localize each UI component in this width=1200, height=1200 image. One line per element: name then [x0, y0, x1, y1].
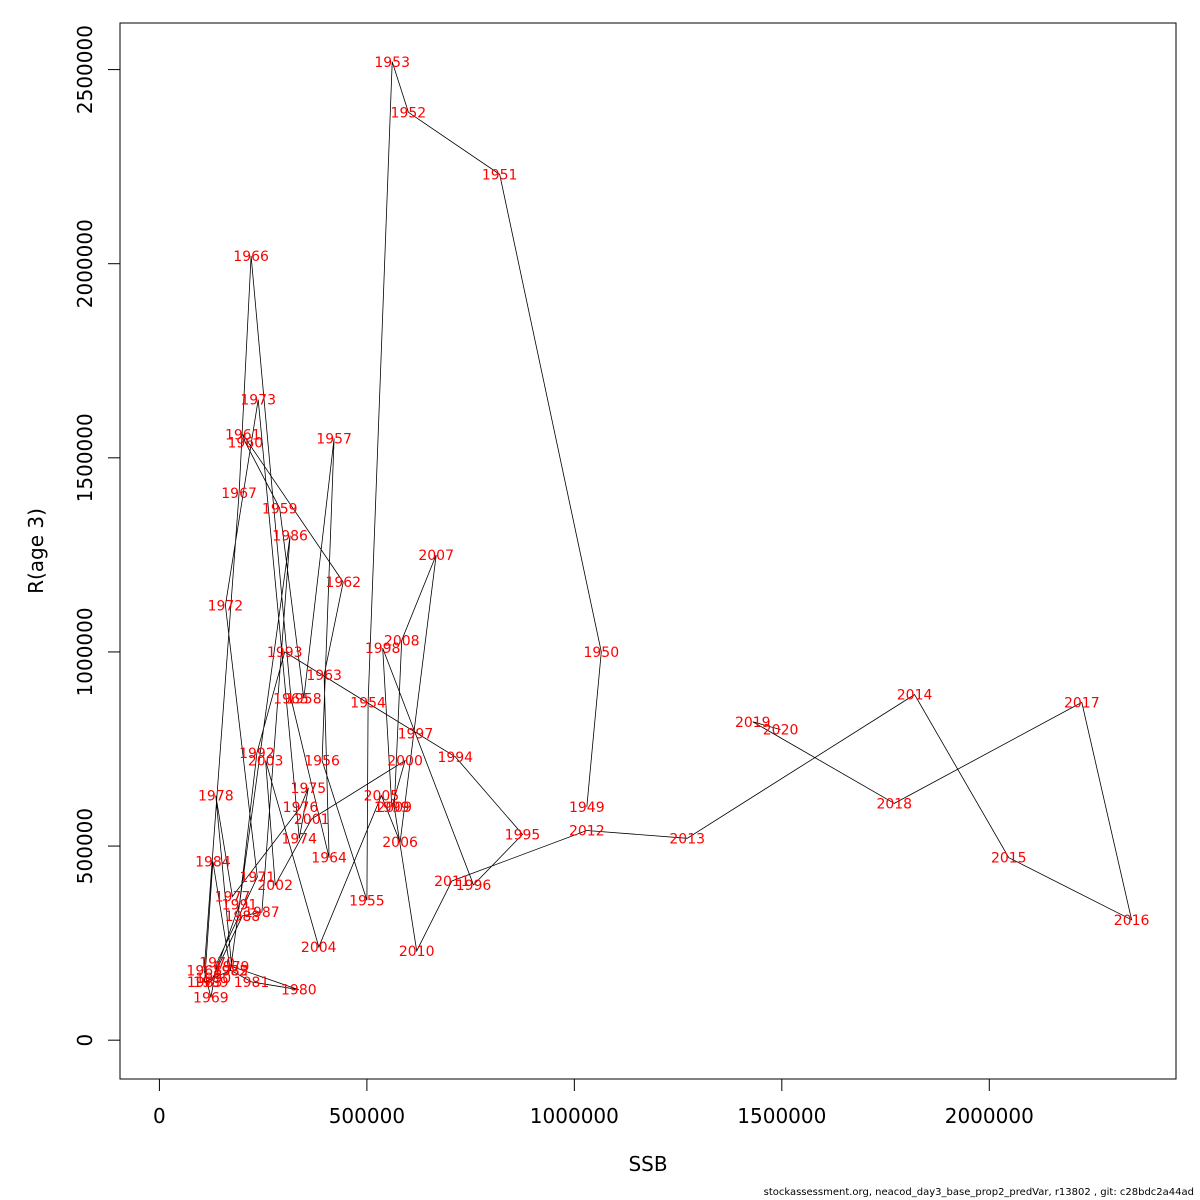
year-point-label: 2019 [735, 715, 771, 731]
year-point-label: 1953 [374, 55, 410, 71]
year-point-label: 1996 [456, 878, 492, 894]
year-point-label: 2000 [387, 754, 423, 770]
x-tick-label: 2000000 [945, 1104, 1034, 1128]
year-point-label: 1979 [214, 959, 250, 975]
y-tick-label: 2500000 [73, 25, 97, 114]
year-point-label: 1965 [273, 692, 309, 708]
year-point-label: 1985 [213, 963, 249, 979]
year-labels: 1949 1950 1951 1952 1953 1954 1955 1956 1957 1958… [186, 55, 1149, 1007]
year-point-label: 1964 [311, 851, 347, 867]
y-tick-label: 1500000 [73, 413, 97, 502]
recruitment-trajectory [203, 61, 1133, 998]
year-point-label: 2006 [382, 835, 418, 851]
year-point-label: 1955 [349, 893, 385, 909]
footer-credit: stockassessment.org, neacod_day3_base_pr… [763, 1187, 1194, 1198]
y-axis-title: R(age 3) [24, 508, 48, 594]
x-tick-label: 1500000 [737, 1104, 826, 1128]
year-point-label: 1950 [583, 645, 619, 661]
year-point-label: 1951 [482, 167, 518, 183]
year-point-label: 1986 [272, 528, 308, 544]
x-axis-title: SSB [628, 1152, 667, 1176]
year-point-label: 2001 [294, 812, 330, 828]
x-tick-label: 1000000 [530, 1104, 619, 1128]
year-point-label: 1959 [262, 501, 298, 517]
year-point-label: 1988 [225, 909, 261, 925]
year-point-label: 1998 [365, 641, 401, 657]
year-point-label: 1962 [325, 575, 361, 591]
year-point-label: 1949 [569, 800, 605, 816]
y-axis: 0 500000 1000000 1500000 2000000 2500000 [73, 25, 121, 1047]
year-point-label: 1974 [281, 831, 317, 847]
year-point-label: 1952 [391, 105, 427, 121]
year-point-label: 1997 [398, 726, 434, 742]
year-point-label: 2013 [669, 831, 705, 847]
year-point-label: 2010 [399, 944, 435, 960]
year-point-label: 1993 [267, 645, 303, 661]
year-point-label: 2002 [257, 878, 293, 894]
year-point-label: 2014 [897, 688, 933, 704]
series-line [203, 61, 1133, 998]
year-point-label: 1976 [283, 800, 319, 816]
year-point-label: 1999 [374, 800, 410, 816]
year-point-label: 1992 [239, 746, 275, 762]
year-point-label: 2011 [434, 874, 470, 890]
year-point-label: 1978 [198, 789, 234, 805]
year-point-label: 1966 [233, 249, 269, 265]
x-axis: 0 500000 1000000 1500000 2000000 [153, 1078, 1034, 1128]
year-point-label: 2008 [384, 633, 420, 649]
year-point-label: 1990 [196, 971, 232, 987]
year-point-label: 1995 [505, 827, 541, 843]
year-point-label: 2017 [1064, 695, 1100, 711]
year-point-label: 1981 [234, 975, 270, 991]
year-point-label: 2003 [248, 754, 284, 770]
year-point-label: 1960 [227, 435, 263, 451]
year-point-label: 1958 [286, 692, 322, 708]
year-point-label: 1984 [195, 855, 231, 871]
year-point-label: 2009 [376, 800, 412, 816]
year-point-label: 1975 [291, 781, 327, 797]
year-point-label: 1954 [350, 695, 386, 711]
year-point-label: 2012 [569, 824, 605, 840]
year-point-label: 1963 [306, 668, 342, 684]
year-point-label: 1982 [213, 963, 249, 979]
year-point-label: 1989 [193, 975, 229, 991]
y-tick-label: 2000000 [73, 219, 97, 308]
year-point-label: 1991 [222, 897, 258, 913]
year-point-label: 2004 [301, 940, 337, 956]
year-point-label: 1980 [281, 983, 317, 999]
year-point-label: 2016 [1114, 913, 1150, 929]
year-point-label: 1977 [215, 890, 251, 906]
year-point-label: 1994 [437, 750, 473, 766]
year-point-label: 1972 [208, 598, 244, 614]
year-point-label: 2015 [991, 851, 1027, 867]
year-point-label: 1983 [187, 975, 223, 991]
year-point-label: 1967 [221, 486, 257, 502]
x-tick-label: 500000 [329, 1104, 405, 1128]
year-point-label: 1957 [316, 431, 352, 447]
year-point-label: 1973 [240, 393, 276, 409]
year-point-label: 2020 [763, 723, 799, 739]
y-tick-label: 1000000 [73, 607, 97, 696]
year-point-label: 1969 [193, 990, 229, 1006]
year-point-label: 1968 [186, 963, 222, 979]
year-point-label: 2018 [876, 796, 912, 812]
x-tick-label: 0 [153, 1104, 166, 1128]
year-point-label: 2005 [364, 789, 400, 805]
year-point-label: 1987 [244, 905, 280, 921]
y-tick-label: 500000 [73, 808, 97, 884]
year-point-label: 2007 [418, 548, 454, 564]
y-tick-label: 0 [73, 1034, 97, 1047]
year-point-label: 1971 [240, 870, 276, 886]
year-point-label: 1970 [199, 956, 235, 972]
year-point-label: 1956 [304, 754, 340, 770]
year-point-label: 1961 [225, 428, 261, 444]
